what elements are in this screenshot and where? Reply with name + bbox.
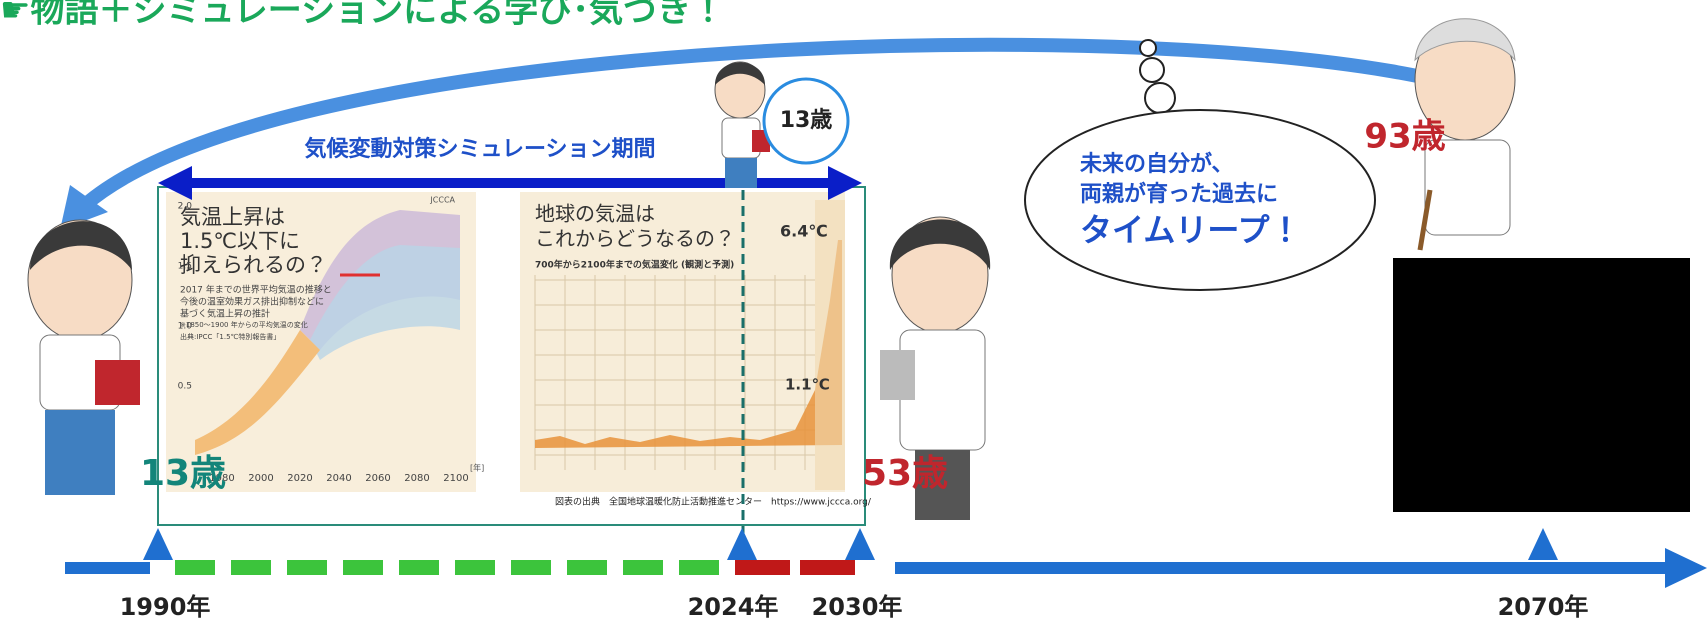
x-tick-label: 2040 — [326, 473, 351, 484]
year: 2070年 — [1498, 593, 1589, 621]
low-label: 1.1℃ — [785, 376, 830, 394]
figure-left: 気温上昇は 1.5℃以下に 抑えられるの？ 2017 年までの世界平均気温の推移… — [166, 192, 484, 492]
age: 93歳 — [1364, 117, 1445, 157]
fig-title: これからどうなるの？ — [535, 227, 735, 251]
fig-subtitle: 700年から2100年までの気温変化 (観測と予測) — [535, 259, 734, 271]
year: 1990年 — [120, 593, 211, 621]
fig-note: ※1850～1900 年からの平均気温の変化 — [180, 320, 308, 329]
age: 53歳 — [862, 453, 948, 494]
x-tick-label: 2080 — [404, 473, 429, 484]
y-tick-label: 2.0 — [178, 202, 193, 212]
child-left — [28, 220, 140, 495]
year: 2030年 — [812, 593, 903, 621]
slide: ☛物語＋シミュレーションによる学び･気づき！ 気温上昇は 1.5℃以下に 抑えら… — [0, 0, 1707, 625]
figure-right: 地球の気温は これからどうなるの？ 700年から2100年までの気温変化 (観測… — [520, 192, 845, 492]
y-tick-label: 1.5 — [178, 262, 192, 272]
age: 13歳 — [140, 453, 226, 494]
age: 13歳 — [780, 108, 833, 133]
period-label: 気候変動対策シミュレーション期間 — [304, 136, 655, 162]
x-tick-label: 2060 — [365, 473, 390, 484]
fig-note: 今後の温室効果ガス排出抑制などに — [180, 296, 324, 308]
logo: JCCCA — [429, 196, 455, 205]
child-top — [715, 62, 770, 188]
title: ☛物語＋シミュレーションによる学び･気づき！ — [0, 0, 725, 31]
y-tick-label: 1.0 — [178, 322, 193, 332]
past-segment — [455, 560, 495, 575]
past-segment — [343, 560, 383, 575]
redacted-box — [1393, 258, 1690, 512]
past-segment — [567, 560, 607, 575]
thought-text: 未来の自分が、 — [1080, 151, 1234, 177]
x-tick-label: 2020 — [287, 473, 312, 484]
fig-title: 抑えられるの？ — [180, 253, 327, 277]
future-segment — [800, 560, 855, 575]
past-segment — [175, 560, 215, 575]
timeline-markers — [143, 528, 1558, 560]
timeline — [895, 562, 1665, 574]
past-segment — [679, 560, 719, 575]
year: 2024年 — [688, 593, 779, 621]
fig-title: 1.5℃以下に — [180, 229, 300, 253]
fig-note: 基づく気温上昇の推計 — [180, 308, 270, 320]
future-segment — [735, 560, 790, 575]
x-unit: [年] — [470, 463, 484, 473]
past-segment — [511, 560, 551, 575]
fig-note: 2017 年までの世界平均気温の推移と — [180, 284, 332, 296]
y-tick-label: 0.5 — [178, 382, 192, 392]
source: 図表の出典 全国地球温暖化防止活動推進センター https://www.jccc… — [555, 496, 872, 508]
past-segment — [623, 560, 663, 575]
fig-title: 地球の気温は — [535, 202, 655, 226]
thought-text: 両親が育った過去に — [1080, 181, 1278, 207]
x-tick-label: 2100 — [443, 473, 468, 484]
timeline — [65, 562, 150, 574]
forecast-zone — [815, 200, 845, 490]
past-segment — [231, 560, 271, 575]
x-tick-label: 2000 — [248, 473, 273, 484]
fig-note: 出典:IPCC「1.5℃特別報告書」 — [180, 332, 280, 341]
high-label: 6.4℃ — [780, 222, 828, 241]
timeline-head — [1665, 548, 1707, 588]
past-segment — [287, 560, 327, 575]
thought-text: タイムリープ！ — [1080, 211, 1301, 249]
past-segment — [399, 560, 439, 575]
fig-title: 気温上昇は — [180, 205, 285, 229]
